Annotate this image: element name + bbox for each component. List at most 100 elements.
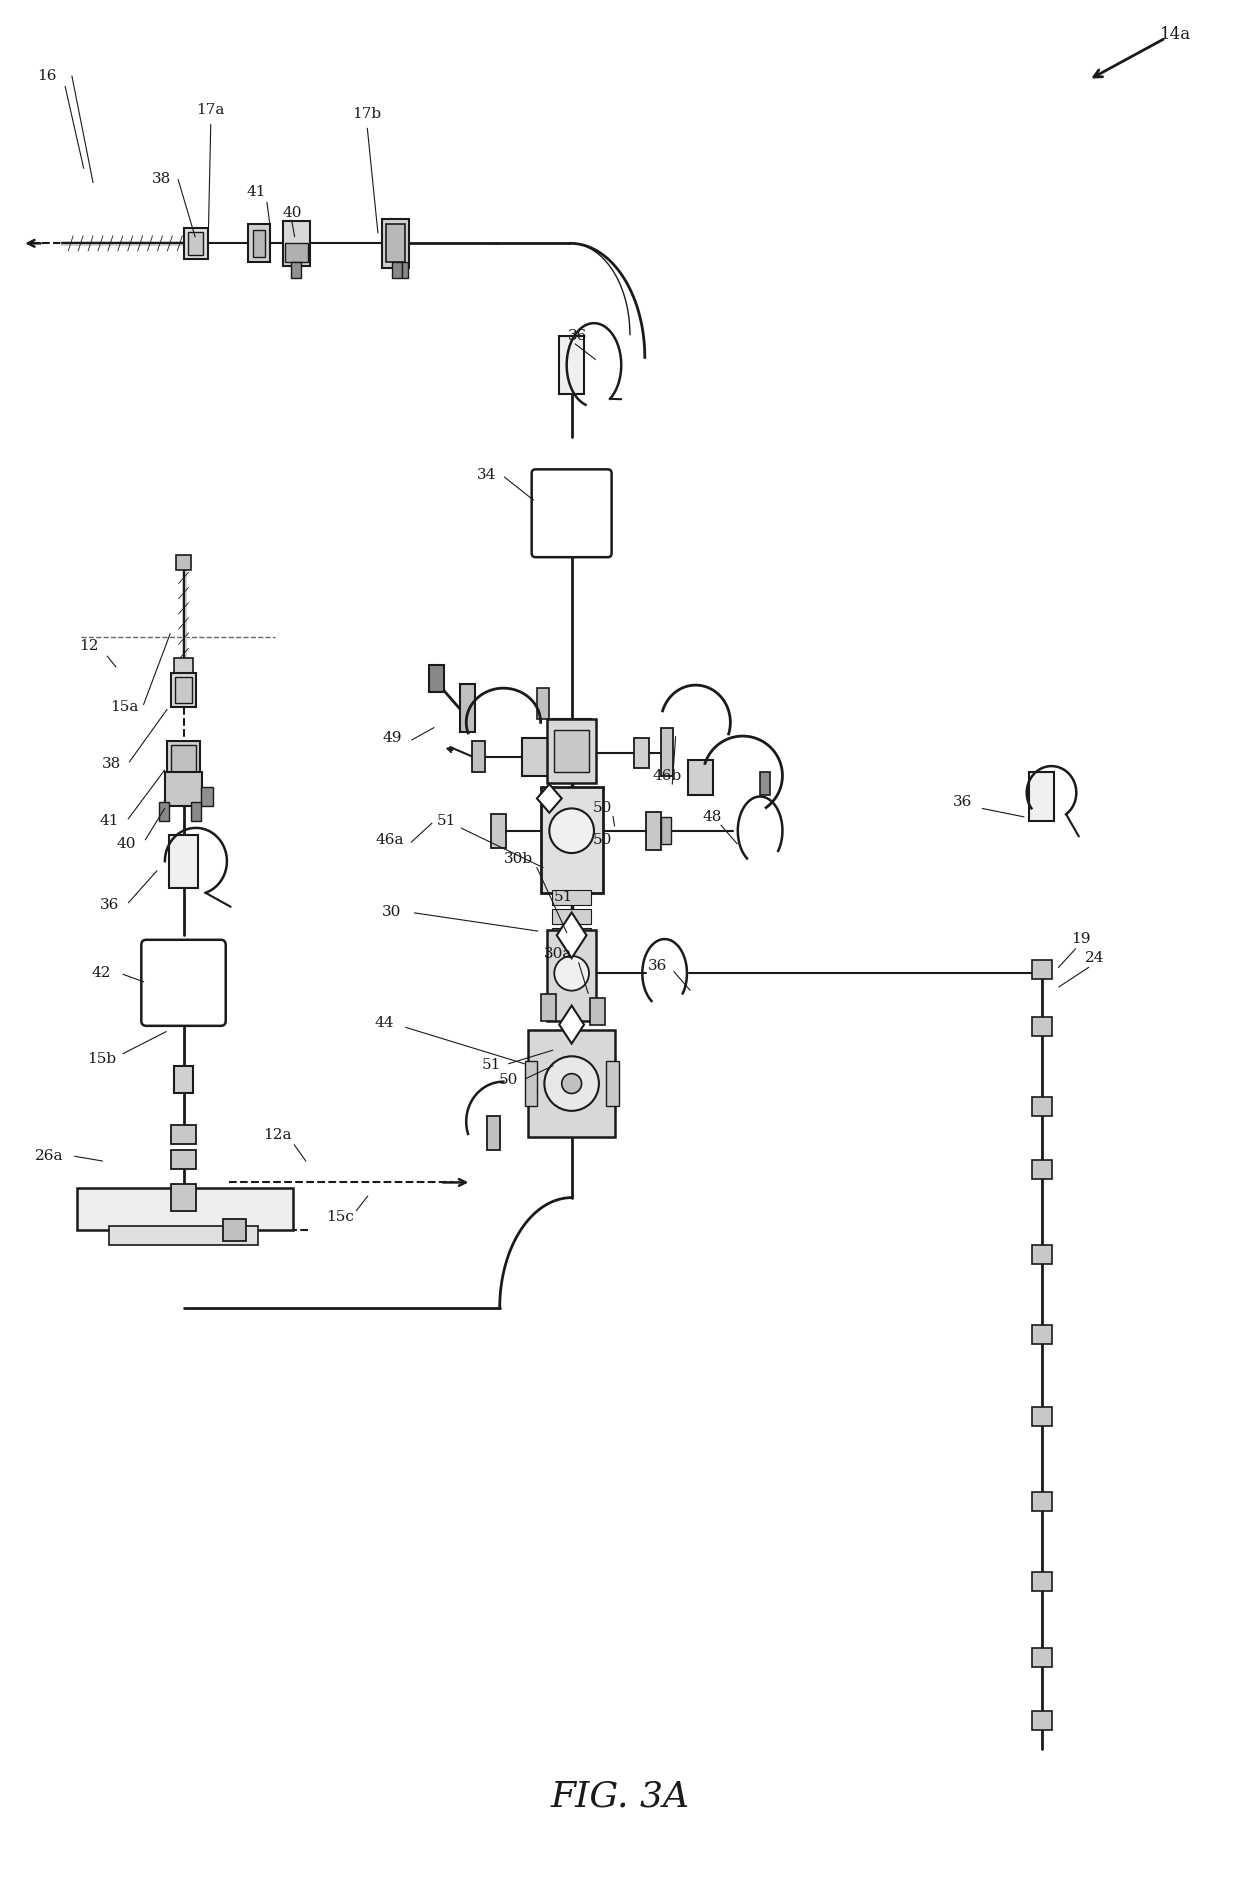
Text: 15c: 15c xyxy=(326,1209,353,1224)
Bar xyxy=(1032,1325,1052,1344)
Text: 50: 50 xyxy=(498,1072,518,1087)
Bar xyxy=(1032,1160,1052,1179)
Bar xyxy=(547,719,596,783)
Bar xyxy=(552,909,591,924)
Bar xyxy=(386,224,405,262)
Bar xyxy=(541,787,603,893)
Bar xyxy=(167,741,200,776)
Text: 16: 16 xyxy=(37,68,57,84)
Bar xyxy=(547,930,596,1021)
Text: 38: 38 xyxy=(102,757,122,772)
Bar xyxy=(171,1184,196,1211)
Text: 36: 36 xyxy=(99,897,119,912)
Text: 30: 30 xyxy=(382,905,402,920)
Bar xyxy=(109,1226,258,1245)
Bar xyxy=(760,772,770,795)
Bar xyxy=(176,555,191,570)
Text: 14a: 14a xyxy=(1159,27,1192,42)
Text: 50: 50 xyxy=(593,800,613,816)
Bar xyxy=(402,262,408,278)
Bar xyxy=(525,1061,537,1106)
Circle shape xyxy=(544,1057,599,1110)
Bar xyxy=(291,262,301,278)
Text: 51: 51 xyxy=(553,890,573,905)
Text: 38: 38 xyxy=(151,171,171,186)
Bar xyxy=(171,673,196,707)
FancyBboxPatch shape xyxy=(532,470,611,557)
Bar xyxy=(606,1061,619,1106)
Bar xyxy=(552,966,591,981)
Bar xyxy=(634,738,649,768)
Bar xyxy=(171,1150,196,1169)
Text: 46a: 46a xyxy=(376,833,403,848)
Bar xyxy=(174,658,193,677)
Bar xyxy=(1032,1572,1052,1591)
Bar xyxy=(165,772,202,806)
Circle shape xyxy=(549,808,594,854)
Bar xyxy=(169,835,198,888)
Bar xyxy=(472,741,485,772)
Bar xyxy=(1032,1097,1052,1116)
Text: 36: 36 xyxy=(952,795,972,810)
Circle shape xyxy=(554,956,589,990)
Bar xyxy=(661,817,671,844)
Bar xyxy=(460,684,475,732)
Bar xyxy=(552,719,591,764)
Polygon shape xyxy=(537,785,562,814)
Text: 26a: 26a xyxy=(36,1148,63,1163)
Text: 30a: 30a xyxy=(544,947,572,962)
Bar xyxy=(552,928,591,943)
Text: 17b: 17b xyxy=(352,106,382,122)
Bar xyxy=(528,1030,615,1137)
Bar xyxy=(1032,1017,1052,1036)
Bar xyxy=(487,1116,500,1150)
Bar xyxy=(283,221,310,266)
Polygon shape xyxy=(557,912,587,958)
Text: 48: 48 xyxy=(702,810,722,825)
Bar xyxy=(188,232,203,255)
FancyBboxPatch shape xyxy=(141,939,226,1027)
Text: 15b: 15b xyxy=(87,1051,117,1066)
Circle shape xyxy=(562,1074,582,1093)
Text: 36: 36 xyxy=(568,329,588,344)
Text: 44: 44 xyxy=(374,1015,394,1030)
Bar xyxy=(159,802,169,821)
Bar xyxy=(661,728,673,776)
Text: 46b: 46b xyxy=(652,768,682,783)
Text: 40: 40 xyxy=(117,836,136,852)
Bar xyxy=(392,262,402,278)
Bar xyxy=(77,1188,293,1230)
Bar xyxy=(552,947,591,962)
Bar xyxy=(559,336,584,394)
Bar xyxy=(1032,1711,1052,1730)
Bar xyxy=(171,745,196,772)
Bar xyxy=(175,677,192,703)
Text: 24: 24 xyxy=(1085,950,1105,966)
Bar xyxy=(646,812,661,850)
Bar xyxy=(1029,772,1054,821)
Bar xyxy=(191,802,201,821)
Text: 34: 34 xyxy=(476,468,496,483)
Bar xyxy=(541,994,556,1021)
Bar xyxy=(1032,960,1052,979)
Bar xyxy=(1032,1492,1052,1511)
Bar xyxy=(223,1219,246,1241)
Text: 41: 41 xyxy=(247,184,267,200)
Text: 49: 49 xyxy=(382,730,402,745)
Text: 19: 19 xyxy=(1071,931,1091,947)
Bar xyxy=(174,1066,193,1093)
Bar xyxy=(171,1125,196,1144)
Text: 30b: 30b xyxy=(503,852,533,867)
Bar xyxy=(554,730,589,772)
Text: 12: 12 xyxy=(79,639,99,654)
Text: 51: 51 xyxy=(436,814,456,829)
Bar xyxy=(248,224,270,262)
Bar xyxy=(382,219,409,268)
Bar xyxy=(201,787,213,806)
Polygon shape xyxy=(559,1006,584,1044)
Bar xyxy=(522,738,557,776)
Bar xyxy=(537,688,549,719)
Text: 40: 40 xyxy=(283,205,303,221)
Bar xyxy=(1032,1648,1052,1667)
Text: FIG. 3A: FIG. 3A xyxy=(551,1779,689,1814)
